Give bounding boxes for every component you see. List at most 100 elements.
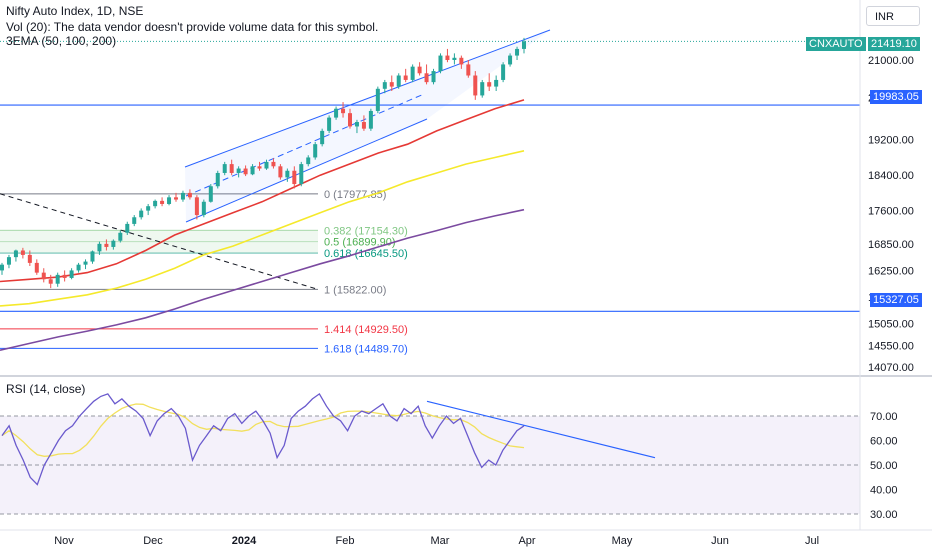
candle-body: [236, 168, 241, 173]
candle-body: [375, 88, 380, 111]
fib-level-label: 1.618 (14489.70): [324, 343, 408, 355]
candle-body: [76, 264, 81, 271]
candle-body: [97, 243, 102, 252]
time-tick-label: 2024: [232, 535, 257, 547]
candle-body: [111, 240, 116, 247]
candle-body: [515, 48, 520, 56]
time-tick-label: May: [612, 535, 633, 547]
candle-body: [313, 144, 318, 158]
channel-mid-line: [185, 93, 425, 197]
candle-body: [354, 122, 359, 127]
ema-200-line: [0, 208, 525, 351]
time-tick-label: Feb: [336, 535, 355, 547]
candle-body: [264, 161, 269, 169]
candle-body: [327, 117, 332, 131]
time-tick-label: Dec: [143, 535, 163, 547]
candle-body: [229, 164, 234, 173]
candle-body: [459, 57, 464, 65]
candle-body: [83, 261, 88, 265]
fib-level-label: 1 (15822.00): [324, 284, 386, 296]
candle-body: [348, 113, 352, 127]
price-tick-label: 15050.00: [868, 319, 914, 331]
channel-lower-line: [185, 118, 428, 223]
candle-body: [153, 200, 158, 207]
rsi-tick-label: 30.00: [870, 509, 898, 521]
candle-body: [389, 82, 394, 87]
time-tick-label: Jul: [805, 535, 819, 547]
candle-body: [494, 79, 499, 87]
price-tick-label: 18400.00: [868, 170, 914, 182]
ema-100-line: [0, 150, 525, 307]
time-tick-label: Jun: [711, 535, 729, 547]
candle-body: [34, 262, 39, 273]
candle-body: [104, 243, 109, 247]
candle-body: [55, 274, 60, 284]
time-tick-label: Mar: [431, 535, 450, 547]
candle-body: [361, 122, 366, 129]
candle-body: [334, 108, 339, 118]
candle-body: [41, 272, 46, 280]
channel-fill: [185, 30, 550, 222]
hline-tag-upper: 19983.05: [870, 90, 922, 104]
candle-body: [271, 161, 276, 167]
candle-body: [194, 197, 199, 216]
time-tick-label: Nov: [54, 535, 74, 547]
fib-level-label: 0 (17977.85): [324, 189, 386, 201]
candle-body: [167, 197, 172, 204]
ema-50-line: [0, 99, 525, 283]
candle-body: [48, 279, 53, 284]
candle-body: [222, 164, 227, 173]
candle-body: [403, 75, 408, 80]
candle-body: [69, 270, 74, 278]
fib-trend-line: [0, 193, 319, 290]
rsi-tick-label: 40.00: [870, 485, 898, 497]
candle-body: [6, 257, 11, 265]
candle-body: [174, 197, 178, 200]
rsi-tick-label: 70.00: [870, 411, 898, 423]
candle-body: [278, 166, 283, 178]
rsi-line: [1, 392, 525, 486]
ema-legend: 3EMA (50, 100, 200): [6, 34, 117, 48]
candle-body: [215, 172, 220, 187]
rsi-tick-label: 50.00: [870, 460, 898, 472]
volume-legend: Vol (20): The data vendor doesn't provid…: [6, 20, 379, 34]
candle-body: [522, 41, 526, 49]
candle-body: [501, 64, 506, 80]
candle-body: [180, 192, 185, 200]
time-tick-label: Apr: [518, 535, 535, 547]
hline-tag-lower: 15327.05: [870, 293, 922, 307]
candle-body: [243, 168, 248, 175]
candle-body: [62, 274, 67, 278]
channel-upper-line: [184, 29, 551, 168]
fib-level-label: 0.5 (16899.90): [324, 237, 396, 249]
currency-selector[interactable]: INR: [866, 6, 920, 26]
candle-body: [382, 82, 387, 89]
candle-body: [445, 55, 450, 60]
candle-body: [118, 232, 123, 241]
candle-body: [0, 264, 4, 271]
candle-body: [139, 210, 144, 218]
candle-body: [292, 170, 297, 185]
candle-body: [132, 217, 137, 224]
price-tick-label: 14550.00: [868, 341, 914, 353]
fib-level-label: 0.382 (17154.30): [324, 225, 408, 237]
candle-body: [410, 66, 415, 80]
price-tick-label: 16850.00: [868, 239, 914, 251]
candle-body: [341, 108, 346, 114]
price-tick-label: 14070.00: [868, 362, 914, 374]
candle-body: [201, 201, 206, 216]
candle-body: [306, 157, 311, 165]
rsi-tick-label: 60.00: [870, 436, 898, 448]
candle-body: [257, 166, 262, 169]
symbol-tag: CNXAUTO: [806, 37, 866, 51]
candle-body: [487, 82, 492, 87]
candle-body: [187, 192, 192, 198]
candle-body: [250, 166, 255, 175]
last-price-tag: 21419.10: [868, 37, 920, 51]
candle-body: [90, 251, 95, 262]
candle-body: [146, 206, 151, 211]
rsi-legend: RSI (14, close): [6, 382, 86, 396]
candle-body: [508, 55, 513, 65]
candle-body: [285, 170, 290, 178]
